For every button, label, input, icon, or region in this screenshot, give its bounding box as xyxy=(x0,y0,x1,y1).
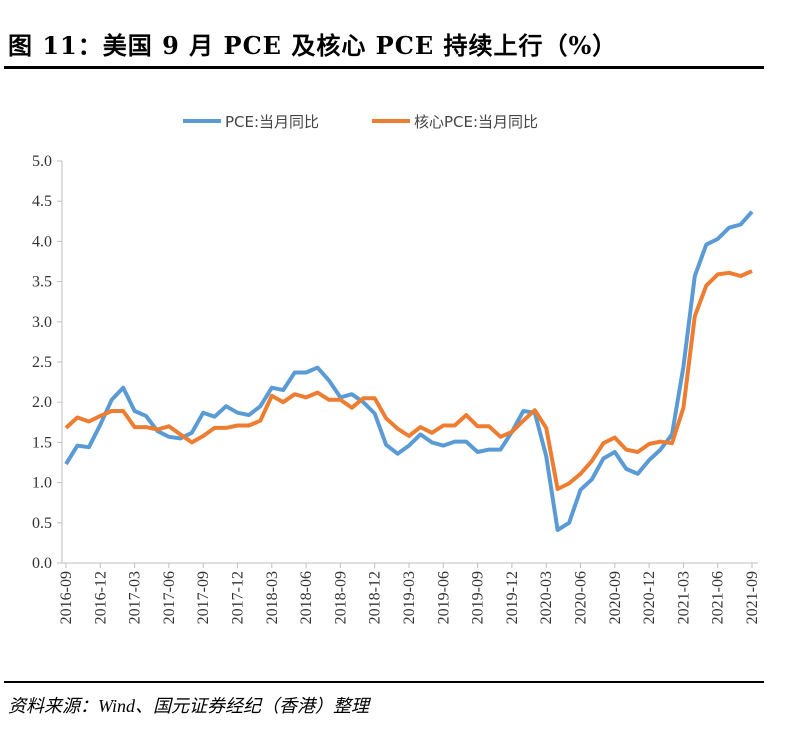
x-tick-label: 2020-03 xyxy=(538,571,555,624)
x-tick-label: 2021-09 xyxy=(744,571,761,624)
y-tick-label: 3.5 xyxy=(32,274,52,291)
footer-divider xyxy=(4,681,764,683)
chart-title: 图 11：美国 9 月 PCE 及核心 PCE 持续上行（%） xyxy=(8,31,618,60)
y-tick-label: 0.5 xyxy=(32,515,52,532)
legend-label: PCE:当月同比 xyxy=(225,113,319,131)
y-tick-label: 2.5 xyxy=(32,354,52,371)
x-tick-label: 2016-12 xyxy=(92,571,109,624)
y-tick-label: 5.0 xyxy=(32,153,52,170)
x-tick-label: 2018-03 xyxy=(264,571,281,624)
legend: PCE:当月同比 核心PCE:当月同比 xyxy=(183,113,538,131)
y-tick-label: 2.0 xyxy=(32,394,52,411)
series-lines xyxy=(64,210,754,532)
y-tick-label: 1.0 xyxy=(32,475,52,492)
y-tick-label: 4.5 xyxy=(32,193,52,210)
x-tick-label: 2021-03 xyxy=(675,571,692,624)
x-tick-label: 2021-06 xyxy=(710,571,727,624)
y-tick-label: 1.5 xyxy=(32,434,52,451)
source-note: 资料来源：Wind、国元证券经纪（香港）整理 xyxy=(8,696,370,716)
x-tick-label: 2017-06 xyxy=(161,571,178,624)
x-tick-label: 2020-06 xyxy=(573,571,590,624)
x-tick-label: 2019-12 xyxy=(504,571,521,624)
x-tick-label: 2017-09 xyxy=(195,571,212,624)
x-tick-label: 2017-12 xyxy=(230,571,247,624)
x-tick-label: 2018-06 xyxy=(298,571,315,624)
x-tick-label: 2020-09 xyxy=(607,571,624,624)
x-tick-label: 2019-09 xyxy=(470,571,487,624)
title-divider xyxy=(4,66,764,69)
y-tick-label: 4.0 xyxy=(32,233,52,250)
x-tick-label: 2017-03 xyxy=(127,571,144,624)
x-tick-label: 2019-03 xyxy=(401,571,418,624)
y-tick-label: 3.0 xyxy=(32,314,52,331)
x-tick-label: 2016-09 xyxy=(58,571,75,624)
series-line-pce xyxy=(64,210,754,532)
x-tick-label: 2019-06 xyxy=(435,571,452,624)
legend-label: 核心PCE:当月同比 xyxy=(414,113,538,131)
x-tick-label: 2018-09 xyxy=(332,571,349,624)
x-tick-label: 2020-12 xyxy=(641,571,658,624)
series-line-core-pce xyxy=(64,269,753,491)
axes: 0.0 0.5 1.0 1.5 2.0 2.5 3.0 3.5 4.0 4.5 5.0 2016-09… xyxy=(32,153,761,624)
x-tick-label: 2018-12 xyxy=(367,571,384,624)
y-tick-label: 0.0 xyxy=(32,555,52,572)
